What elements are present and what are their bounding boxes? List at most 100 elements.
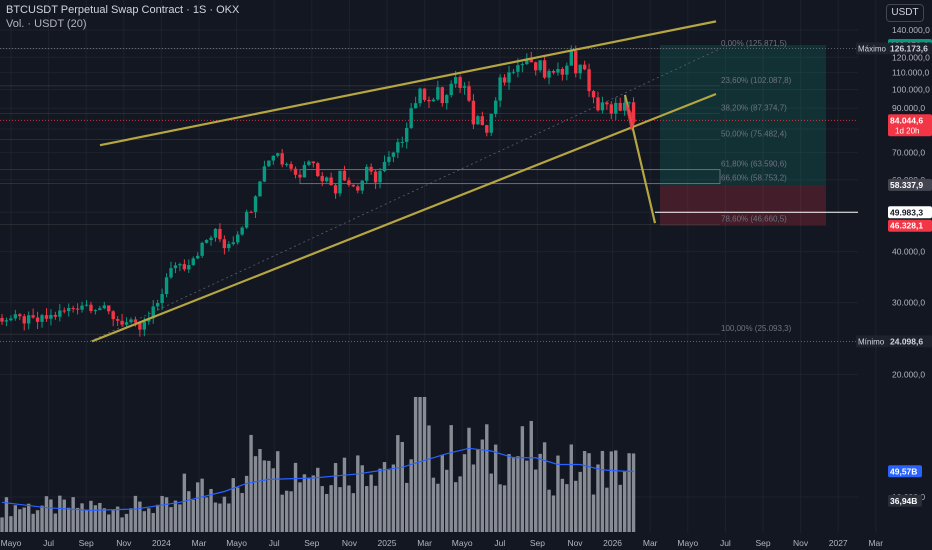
volume-bar (262, 460, 267, 532)
candle-body (413, 103, 418, 109)
chart-title: BTCUSDT Perpetual Swap Contract · 1S · O… (6, 4, 240, 16)
x-axis-tick-label: Sep (755, 538, 770, 548)
candle-body (574, 51, 578, 74)
candle-body (329, 177, 333, 186)
candle-body (356, 186, 360, 191)
take-profit-zone (660, 44, 826, 185)
candle-body (364, 166, 369, 181)
volume-bar (587, 453, 591, 532)
candle-body (218, 228, 222, 240)
volume-bar (155, 504, 160, 532)
candle-body (53, 314, 58, 317)
candle-body (587, 69, 591, 92)
volume-bar (627, 453, 631, 532)
volume-bar (151, 513, 155, 532)
candle-body (529, 58, 533, 63)
volume-bar (31, 513, 35, 532)
y-axis-tick-label: 120.000,0 (892, 52, 930, 62)
volume-indicator-label[interactable]: Vol. · USDT (20) (6, 18, 87, 30)
candle-body (307, 161, 311, 165)
fib-level-label: 61,80% (63.590,6) (721, 160, 787, 169)
candle-body (195, 255, 200, 259)
price-label-box (888, 178, 932, 191)
candle-body (0, 317, 4, 322)
candle-body (58, 310, 62, 317)
y-axis-tick-label: 110.000,0 (892, 68, 929, 78)
volume-bar (538, 453, 542, 532)
volume-bar (489, 473, 493, 532)
volume-bar (115, 506, 120, 532)
volume-ma-label: 49,57B (890, 466, 917, 476)
candle-body (534, 62, 538, 71)
volume-bar (276, 451, 280, 532)
volume-bar (98, 502, 102, 532)
candle-body (551, 70, 556, 73)
candle-body (182, 264, 187, 270)
candle-body (471, 100, 476, 125)
volume-bar (364, 486, 369, 532)
side-label-text: Máximo (858, 44, 887, 53)
candle-body (476, 116, 480, 125)
volume-bar (316, 467, 320, 532)
price-label-text: 58.337,9 (890, 180, 923, 190)
candle-body (396, 142, 400, 153)
fib-level-label: 0,00% (125.871,5) (721, 39, 787, 48)
volume-last-label-box (888, 494, 922, 507)
volume-bar (75, 507, 80, 532)
volume-bar (476, 449, 480, 532)
volume-bar (120, 517, 124, 532)
volume-bar (405, 482, 409, 532)
candle-body (138, 322, 142, 330)
candle-body (9, 318, 13, 321)
side-label-box (856, 335, 888, 348)
volume-bar (298, 482, 302, 532)
candle-body (351, 184, 356, 187)
volume-bar (462, 454, 467, 532)
candle-body (427, 99, 431, 102)
candle-body (445, 95, 449, 104)
volume-bar (529, 420, 533, 532)
y-axis-tick-label: 70.000,0 (892, 148, 925, 158)
candle-body (591, 91, 596, 98)
candle-body (489, 113, 493, 133)
candle-body (178, 264, 182, 266)
volume-bar (271, 468, 276, 532)
x-axis-tick-label: 2025 (378, 538, 397, 548)
volume-bar (40, 505, 44, 532)
candle-body (133, 319, 138, 323)
fib-level-label: 78,60% (46.660,5) (721, 214, 787, 223)
volume-bar (160, 495, 164, 532)
volume-bar (200, 478, 204, 532)
volume-bar (574, 480, 578, 532)
candle-body (164, 277, 169, 295)
y-axis-tick-label: 140.000,0 (892, 25, 930, 35)
x-axis-tick-label: Sep (304, 538, 319, 548)
candle-body (262, 166, 267, 182)
volume-bar (222, 496, 227, 532)
volume-bar (445, 469, 449, 532)
volume-bar (249, 434, 253, 532)
x-axis-tick-label: Jul (720, 538, 731, 548)
currency-button[interactable]: USDT (886, 4, 924, 22)
volume-bar (542, 442, 547, 532)
y-axis-tick-label: 100.000,0 (892, 85, 930, 95)
price-label-box (888, 42, 932, 55)
volume-bar (578, 471, 582, 532)
fib-level-label: 38,20% (87.374,7) (721, 103, 787, 112)
candle-body (293, 168, 298, 175)
candle-body (26, 315, 31, 324)
volume-bar (436, 483, 440, 532)
volume-bar (289, 491, 293, 532)
volume-bar (413, 397, 418, 532)
volume-bar (49, 499, 53, 532)
candle-body (213, 228, 218, 238)
volume-bar (218, 503, 222, 532)
candle-body (98, 308, 102, 311)
volume-bar (93, 505, 98, 532)
volume-bar (258, 448, 262, 532)
volume-bar (209, 488, 213, 532)
x-axis-tick-label: Mar (868, 538, 883, 548)
candle-body (525, 58, 529, 65)
candle-body (311, 161, 316, 164)
